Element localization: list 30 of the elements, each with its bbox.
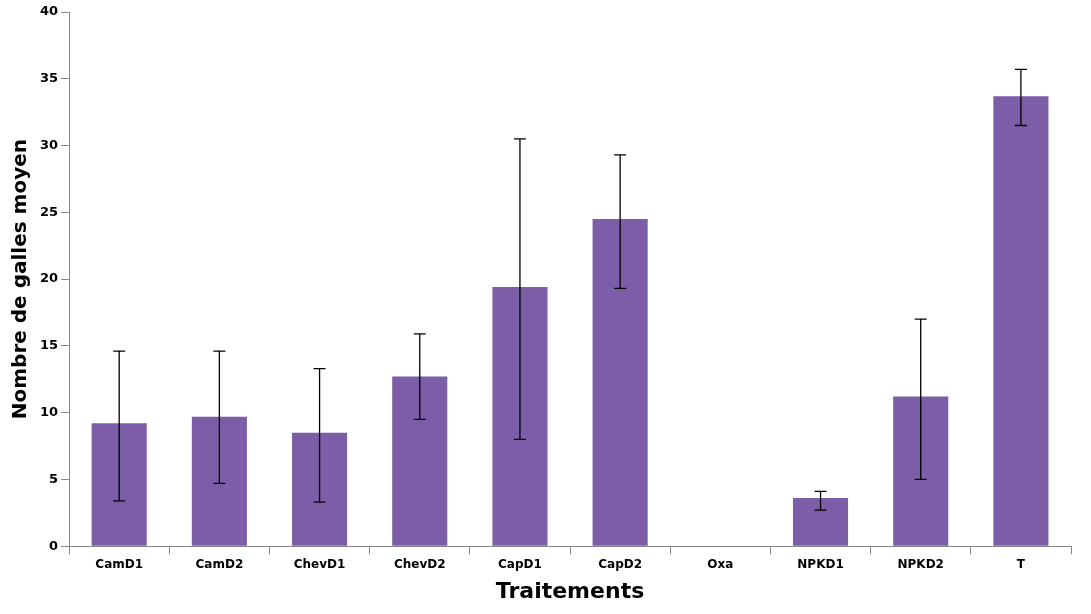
y-tick-label: 10 (40, 404, 59, 420)
bar (492, 287, 548, 546)
x-tick-label: CamD2 (195, 556, 244, 571)
bar (893, 396, 949, 546)
y-tick-label: 20 (40, 270, 59, 286)
x-tick-label: T (1016, 556, 1026, 571)
bar (993, 96, 1049, 546)
x-tick-label: CamD1 (95, 556, 144, 571)
x-tick-label: ChevD1 (293, 556, 346, 571)
y-tick-label: 0 (49, 537, 59, 553)
bar (292, 432, 348, 546)
y-tick-label: 5 (49, 470, 59, 486)
bar (191, 416, 247, 546)
y-tick-label: 35 (40, 70, 59, 86)
y-tick-label: 15 (40, 337, 59, 353)
y-tick-label: 30 (40, 136, 59, 152)
y-tick-label: 25 (40, 203, 59, 219)
bar (91, 423, 147, 546)
x-axis-title: Traitements (495, 577, 645, 603)
x-tick-label: ChevD2 (393, 556, 446, 571)
x-tick-label: NPKD2 (897, 556, 944, 571)
y-tick-label: 40 (40, 3, 59, 19)
x-tick-label: CapD2 (598, 556, 643, 571)
bar (592, 219, 648, 546)
bar (792, 498, 849, 546)
bar (392, 376, 448, 546)
x-tick-label: CapD1 (498, 556, 542, 571)
x-tick-label: Oxa (707, 556, 734, 571)
x-tick-label: NPKD1 (797, 556, 844, 571)
y-axis-title: Nombre de galles moyen (7, 138, 32, 420)
